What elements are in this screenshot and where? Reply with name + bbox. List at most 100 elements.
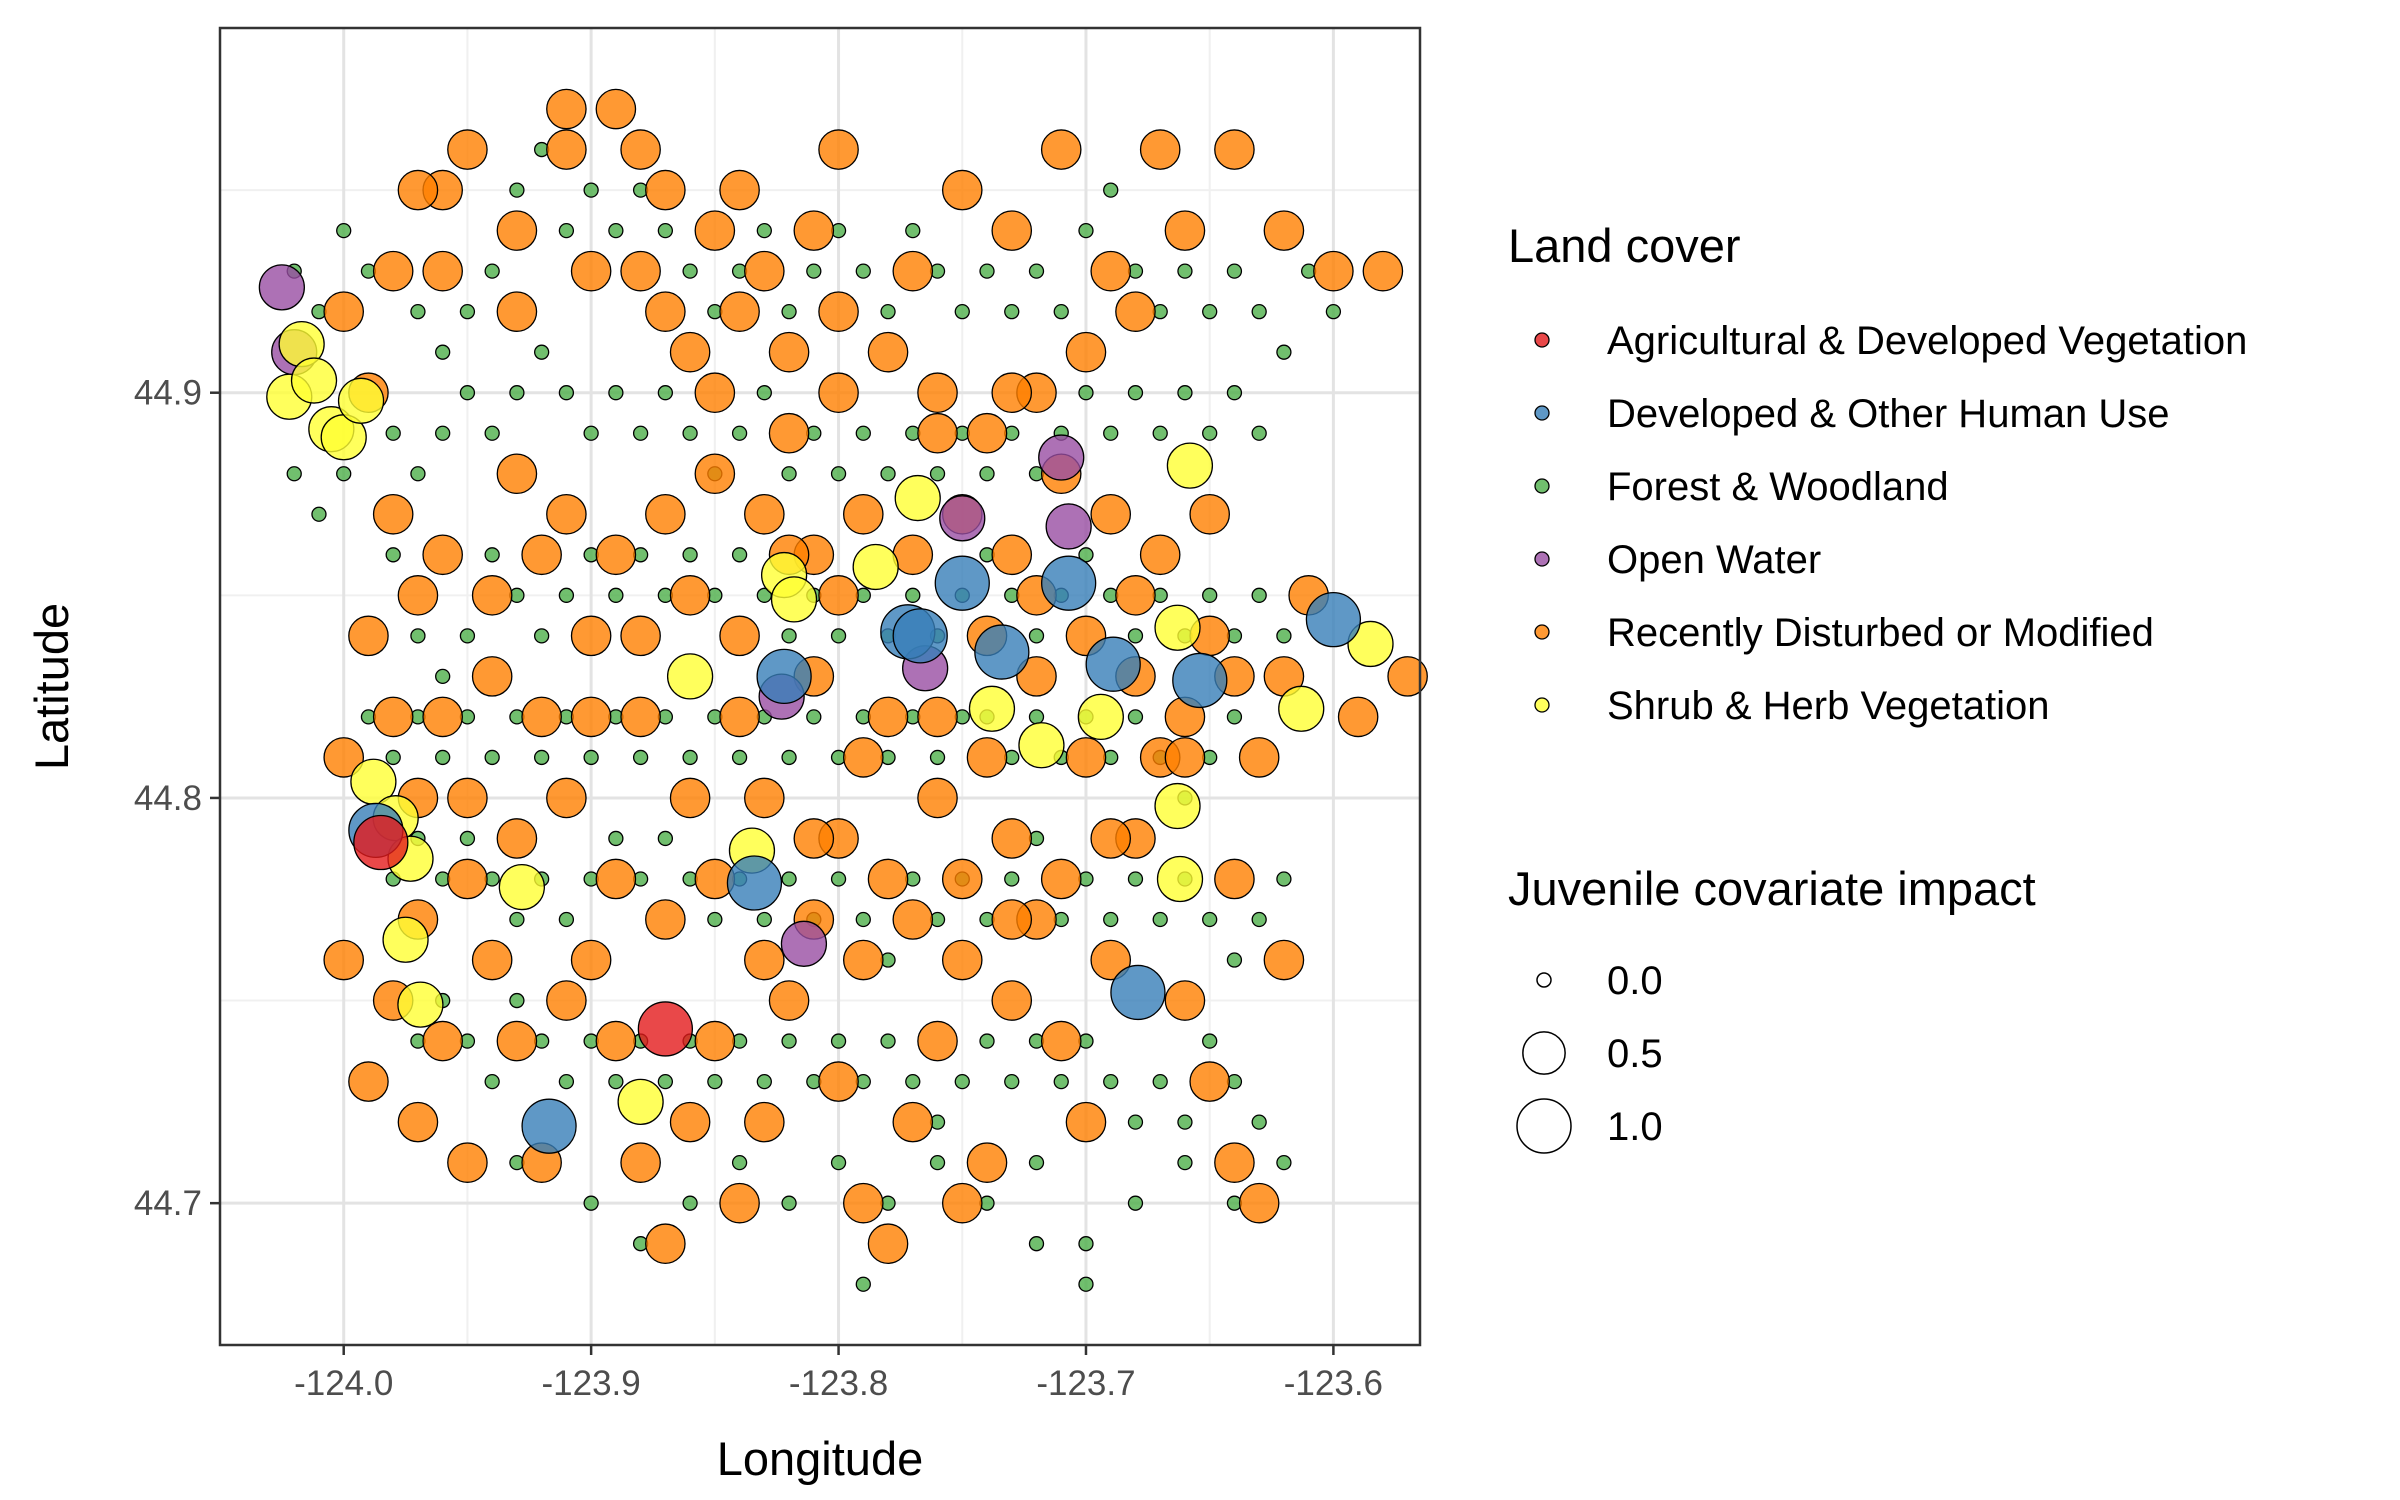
data-point — [991, 534, 1033, 576]
data-point — [1065, 1101, 1107, 1143]
data-point — [583, 749, 599, 766]
data-point — [286, 466, 302, 482]
data-point — [694, 1020, 736, 1062]
data-point — [979, 1033, 995, 1049]
data-point — [608, 385, 624, 401]
y-axis-title: Latitude — [25, 603, 78, 770]
legend-label: Shrub & Herb Vegetation — [1607, 684, 2050, 728]
data-point — [484, 547, 500, 563]
data-point — [447, 129, 488, 170]
data-point — [842, 493, 884, 535]
data-point — [917, 412, 958, 454]
data-point — [1362, 250, 1404, 292]
data-point — [558, 911, 575, 928]
data-point — [459, 628, 476, 644]
data-point — [1028, 709, 1045, 725]
legend-key — [1534, 405, 1550, 421]
data-point — [620, 696, 661, 738]
data-point — [917, 777, 958, 819]
x-tick-label: -123.8 — [789, 1364, 888, 1403]
data-point — [756, 1073, 772, 1090]
data-point — [892, 608, 948, 664]
data-point — [669, 575, 711, 616]
data-point — [509, 992, 525, 1009]
data-point — [1347, 620, 1394, 668]
data-point — [509, 182, 525, 198]
data-point — [756, 648, 812, 705]
data-point — [781, 466, 797, 482]
data-point — [707, 911, 723, 928]
data-point — [666, 653, 714, 700]
data-point — [348, 1061, 389, 1102]
impact-size-legend: Juvenile covariate impact 0.0 0.5 1.0 — [1508, 862, 2036, 1154]
data-point — [780, 920, 828, 967]
data-point — [979, 466, 995, 482]
panel-border — [218, 26, 1422, 1347]
legend-key — [1534, 697, 1550, 713]
data-point — [694, 372, 736, 414]
data-point — [806, 709, 822, 725]
data-point — [1177, 1154, 1193, 1171]
data-point — [1152, 425, 1168, 441]
data-point — [905, 1073, 921, 1090]
data-point — [435, 344, 451, 360]
data-point — [1226, 263, 1243, 279]
data-point — [1103, 1073, 1119, 1090]
data-point — [669, 331, 711, 373]
data-point — [637, 1001, 694, 1057]
data-point — [657, 830, 674, 847]
data-point — [521, 534, 562, 576]
data-point — [422, 250, 463, 292]
data-point — [533, 628, 550, 644]
data-point — [1263, 939, 1305, 981]
data-point — [1226, 385, 1243, 401]
data-point — [447, 777, 488, 819]
data-point — [781, 304, 797, 320]
legend-label: Forest & Woodland — [1607, 465, 1949, 509]
data-point — [1202, 425, 1218, 441]
data-point — [1103, 911, 1119, 928]
y-tick-label: 44.9 — [134, 374, 202, 413]
data-point — [447, 858, 488, 900]
data-point — [337, 377, 385, 424]
data-point — [867, 696, 909, 738]
land-cover-legend-title: Land cover — [1508, 219, 1741, 272]
data-point — [880, 1033, 896, 1049]
data-point — [385, 547, 401, 563]
data-point — [892, 1101, 934, 1143]
data-point — [781, 749, 797, 766]
data-point — [1078, 385, 1094, 401]
data-point — [1276, 1154, 1292, 1171]
data-point — [1078, 1276, 1094, 1292]
data-point — [756, 911, 772, 928]
data-point — [570, 250, 612, 292]
data-point — [645, 169, 686, 211]
data-point — [818, 1061, 859, 1102]
data-point — [1214, 1142, 1255, 1183]
x-axis: -124.0 -123.9 -123.8 -123.7 -123.6 — [294, 1345, 1383, 1403]
data-point — [620, 250, 661, 292]
data-point — [1251, 911, 1267, 928]
legend-label: Recently Disturbed or Modified — [1607, 611, 2154, 655]
legend-key — [1534, 551, 1550, 567]
data-point — [570, 939, 612, 981]
data-point — [867, 331, 909, 373]
data-point — [1238, 737, 1280, 778]
data-point — [1090, 939, 1132, 981]
data-point — [608, 1073, 624, 1090]
data-point — [744, 1101, 785, 1143]
legend-label: Agricultural & Developed Vegetation — [1607, 319, 2247, 363]
data-point — [855, 1276, 871, 1292]
data-point — [880, 466, 896, 482]
data-point — [471, 656, 513, 697]
data-point — [657, 385, 674, 401]
data-point — [595, 534, 637, 576]
data-point — [595, 1020, 637, 1062]
data-point — [855, 263, 871, 279]
data-point — [496, 291, 538, 332]
data-point — [781, 628, 797, 644]
data-point — [1164, 737, 1206, 778]
data-point — [707, 1073, 723, 1090]
data-point — [1127, 1114, 1144, 1130]
